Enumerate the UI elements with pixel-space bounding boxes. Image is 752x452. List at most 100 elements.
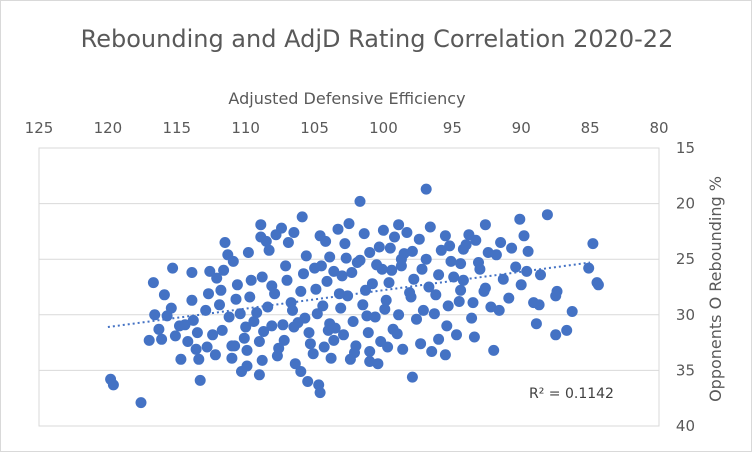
data-point	[474, 263, 486, 275]
data-point	[242, 247, 254, 258]
data-point	[439, 349, 451, 361]
data-point	[226, 352, 238, 364]
y-axis-title: Opponents O Rebounding %	[706, 176, 725, 402]
y-tick-labels: 15 20 25 30 35 40	[676, 139, 695, 435]
data-point	[451, 329, 462, 341]
data-point	[298, 268, 309, 280]
data-point	[167, 262, 179, 274]
data-point	[288, 321, 300, 333]
y-tick-label: 40	[676, 417, 695, 435]
data-point	[408, 273, 420, 285]
data-point	[433, 269, 445, 281]
data-point	[262, 301, 274, 313]
data-point	[241, 344, 253, 356]
data-point	[278, 334, 290, 346]
data-point	[528, 297, 540, 309]
chart-title: Rebounding and AdjD Rating Correlation 2…	[81, 25, 674, 53]
data-point	[444, 240, 456, 252]
data-point	[541, 209, 553, 221]
data-point	[372, 358, 384, 370]
data-point	[566, 306, 578, 317]
y-tick-label: 30	[676, 306, 695, 324]
data-point	[380, 294, 392, 306]
data-point	[219, 237, 231, 248]
data-point	[251, 307, 263, 319]
data-point	[401, 227, 413, 238]
data-point	[406, 371, 418, 383]
data-point	[420, 183, 432, 195]
data-point	[314, 230, 326, 242]
data-point	[158, 289, 170, 301]
data-point	[300, 250, 312, 262]
data-point	[357, 299, 369, 311]
data-point	[332, 223, 344, 235]
data-point	[384, 242, 396, 254]
data-point	[289, 358, 301, 370]
data-point	[215, 284, 227, 296]
data-point	[302, 376, 314, 387]
x-tick-label: 80	[649, 119, 668, 137]
data-point	[442, 300, 454, 312]
data-point	[347, 316, 359, 327]
data-point	[303, 327, 315, 339]
data-point	[375, 336, 387, 347]
data-point	[535, 269, 546, 281]
data-point	[428, 308, 440, 320]
data-point	[479, 219, 491, 231]
data-point	[417, 304, 429, 316]
data-point	[245, 274, 257, 286]
data-point	[201, 341, 213, 353]
data-point	[550, 290, 562, 302]
data-point	[362, 327, 374, 339]
data-point	[238, 332, 250, 344]
data-point	[287, 304, 298, 316]
x-tick-label: 110	[231, 119, 260, 137]
data-point	[307, 348, 319, 360]
data-point	[361, 310, 373, 322]
x-tick-label: 105	[300, 119, 329, 137]
data-point	[317, 300, 329, 312]
data-point	[231, 279, 243, 291]
data-point	[386, 264, 398, 276]
data-point	[271, 350, 283, 362]
data-point	[322, 324, 334, 336]
data-point	[207, 329, 219, 341]
x-tick-label: 100	[369, 119, 398, 137]
data-point	[161, 310, 173, 322]
data-point	[336, 270, 348, 282]
data-point	[295, 366, 307, 377]
data-point	[194, 374, 206, 386]
data-point	[179, 319, 191, 331]
y-tick-label: 20	[676, 195, 695, 213]
data-point	[270, 229, 282, 241]
data-point	[333, 288, 345, 300]
data-point	[175, 353, 187, 365]
x-tick-label: 125	[25, 119, 54, 137]
data-point	[304, 338, 316, 350]
data-point	[360, 284, 371, 296]
data-point	[338, 329, 349, 341]
data-point	[315, 260, 327, 272]
data-point	[482, 247, 494, 258]
data-point	[373, 241, 385, 253]
data-point	[397, 343, 409, 355]
data-point	[311, 308, 323, 320]
data-point	[455, 284, 467, 296]
data-point	[186, 267, 198, 278]
data-point	[364, 247, 376, 258]
gridlines	[39, 147, 659, 427]
data-point	[379, 303, 391, 315]
data-point	[495, 237, 507, 248]
data-point	[420, 253, 432, 265]
data-point	[288, 227, 300, 238]
data-point	[107, 379, 119, 391]
data-point	[457, 243, 469, 255]
data-point	[186, 294, 198, 306]
data-point	[209, 349, 221, 361]
x-tick-labels: 125 120 115 110 105 100 95 90 85 80	[25, 119, 669, 137]
data-point	[405, 291, 417, 303]
data-point	[514, 213, 526, 225]
data-point	[149, 309, 161, 321]
data-point	[503, 292, 515, 304]
